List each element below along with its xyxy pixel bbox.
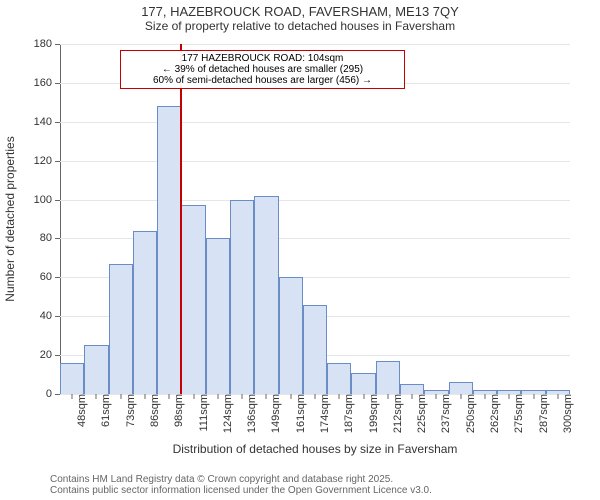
gridline bbox=[60, 161, 570, 162]
x-tick-label: 111sqm bbox=[190, 394, 210, 432]
x-axis-label: Distribution of detached houses by size … bbox=[173, 442, 458, 456]
x-tick-label: 48sqm bbox=[68, 394, 88, 427]
chart-title: 177, HAZEBROUCK ROAD, FAVERSHAM, ME13 7Q… bbox=[0, 4, 600, 19]
chart-footer: Contains HM Land Registry data © Crown c… bbox=[50, 474, 432, 496]
x-tick-label: 275sqm bbox=[505, 394, 525, 433]
x-tick-label: 149sqm bbox=[262, 394, 282, 433]
chart-container: 177, HAZEBROUCK ROAD, FAVERSHAM, ME13 7Q… bbox=[0, 0, 600, 500]
y-tick-label: 0 bbox=[46, 388, 60, 400]
histogram-bar bbox=[109, 264, 133, 394]
histogram-bar bbox=[303, 305, 327, 394]
y-tick-label: 160 bbox=[34, 77, 60, 89]
x-tick-label: 287sqm bbox=[530, 394, 550, 433]
footer-line-1: Contains HM Land Registry data © Crown c… bbox=[50, 474, 432, 485]
callout-box: 177 HAZEBROUCK ROAD: 104sqm← 39% of deta… bbox=[120, 50, 405, 89]
title-block: 177, HAZEBROUCK ROAD, FAVERSHAM, ME13 7Q… bbox=[0, 4, 600, 33]
chart-subtitle: Size of property relative to detached ho… bbox=[0, 19, 600, 33]
histogram-bar bbox=[279, 277, 303, 394]
x-tick-label: 161sqm bbox=[287, 394, 307, 433]
callout-line: 60% of semi-detached houses are larger (… bbox=[125, 75, 400, 86]
histogram-bar bbox=[327, 363, 351, 394]
histogram-bar bbox=[230, 200, 254, 394]
x-tick-label: 212sqm bbox=[384, 394, 404, 433]
x-tick-label: 187sqm bbox=[335, 394, 355, 433]
y-tick-label: 80 bbox=[40, 232, 60, 244]
histogram-bar bbox=[181, 205, 205, 394]
histogram-bar bbox=[157, 106, 181, 394]
gridline bbox=[60, 122, 570, 123]
histogram-bar bbox=[84, 345, 108, 394]
y-tick-label: 40 bbox=[40, 310, 60, 322]
x-tick-label: 86sqm bbox=[141, 394, 161, 427]
histogram-bar bbox=[376, 361, 400, 394]
histogram-bar bbox=[351, 373, 375, 394]
y-tick-label: 60 bbox=[40, 271, 60, 283]
x-tick-label: 136sqm bbox=[238, 394, 258, 433]
y-tick-label: 140 bbox=[34, 116, 60, 128]
y-tick-label: 180 bbox=[34, 38, 60, 50]
histogram-bar bbox=[400, 384, 424, 394]
y-tick-label: 20 bbox=[40, 349, 60, 361]
histogram-bar bbox=[133, 231, 157, 394]
gridline bbox=[60, 44, 570, 45]
x-tick-label: 98sqm bbox=[165, 394, 185, 427]
x-tick-label: 124sqm bbox=[214, 394, 234, 433]
histogram-bar bbox=[60, 363, 84, 394]
histogram-bar bbox=[449, 382, 473, 394]
gridline bbox=[60, 200, 570, 201]
callout-line: 177 HAZEBROUCK ROAD: 104sqm bbox=[125, 53, 400, 64]
reference-line bbox=[180, 44, 182, 394]
y-tick-label: 100 bbox=[34, 194, 60, 206]
x-tick-label: 250sqm bbox=[457, 394, 477, 433]
y-axis-line bbox=[60, 44, 61, 394]
plot-area: 02040608010012014016018048sqm61sqm73sqm8… bbox=[60, 44, 570, 394]
x-tick-label: 199sqm bbox=[360, 394, 380, 433]
footer-line-2: Contains public sector information licen… bbox=[50, 485, 432, 496]
y-tick-label: 120 bbox=[34, 155, 60, 167]
x-tick-label: 61sqm bbox=[92, 394, 112, 427]
callout-line: ← 39% of detached houses are smaller (29… bbox=[125, 64, 400, 75]
x-tick-label: 262sqm bbox=[481, 394, 501, 433]
histogram-bar bbox=[206, 238, 230, 394]
x-tick-label: 225sqm bbox=[408, 394, 428, 433]
x-tick-label: 300sqm bbox=[554, 394, 574, 433]
x-tick-label: 73sqm bbox=[117, 394, 137, 427]
y-axis-label: Number of detached properties bbox=[3, 136, 17, 301]
x-tick-label: 237sqm bbox=[432, 394, 452, 433]
x-tick-label: 174sqm bbox=[311, 394, 331, 433]
histogram-bar bbox=[254, 196, 278, 394]
